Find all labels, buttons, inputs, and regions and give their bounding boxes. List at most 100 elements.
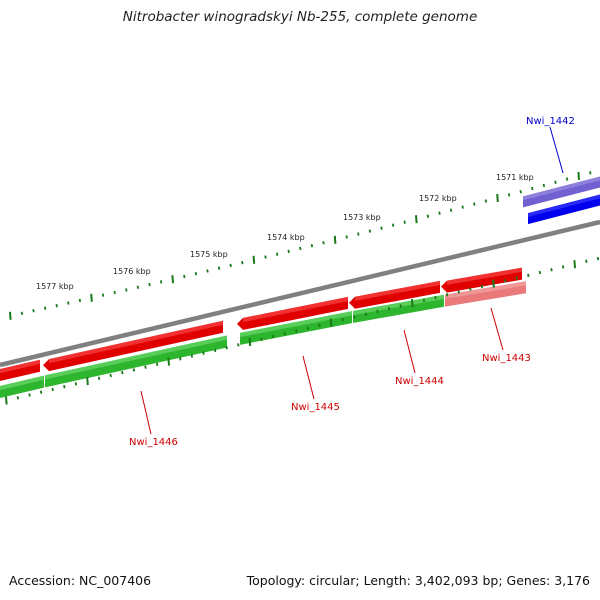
reverse-feature-track xyxy=(0,281,526,399)
inner-minor-tick xyxy=(190,354,194,358)
inner-minor-tick xyxy=(283,332,286,336)
outer-tick-track xyxy=(9,171,592,320)
inner-minor-tick xyxy=(295,329,298,333)
inner-minor-tick xyxy=(422,298,426,303)
kbp-label-1574: 1574 kbp xyxy=(267,233,305,242)
inner-minor-tick xyxy=(202,351,205,355)
outer-minor-tick xyxy=(554,180,557,184)
inner-major-tick xyxy=(573,260,576,269)
outer-minor-tick xyxy=(310,243,314,248)
outer-minor-tick xyxy=(368,229,372,233)
outer-major-tick xyxy=(171,275,174,284)
inner-minor-tick xyxy=(39,390,43,394)
inner-minor-tick xyxy=(132,368,136,372)
inner-minor-tick xyxy=(353,315,356,319)
gene-label-layer: Nwi_1442 Nwi_1443 Nwi_1444 Nwi_1445 Nwi_… xyxy=(129,116,575,448)
kbp-label-1576: 1576 kbp xyxy=(113,267,151,276)
outer-minor-tick xyxy=(148,282,151,287)
outer-minor-tick xyxy=(542,183,546,188)
inner-minor-tick xyxy=(538,270,542,275)
forward-gene-edge-segment-highlight xyxy=(0,359,40,374)
gene-leader-nwi-1443 xyxy=(490,307,504,351)
outer-minor-tick xyxy=(473,202,476,206)
gene-leader-nwi-1442 xyxy=(549,126,564,174)
kbp-label-layer: 1571 kbp 1572 kbp 1573 kbp 1574 kbp 1575… xyxy=(36,173,534,291)
inner-minor-tick xyxy=(585,259,588,264)
genome-title: Nitrobacter winogradskyi Nb-255, complet… xyxy=(122,9,478,25)
outer-major-tick xyxy=(577,171,580,181)
forward-feature-track xyxy=(0,267,522,382)
inner-major-tick xyxy=(248,338,252,347)
inner-minor-tick xyxy=(271,334,275,339)
feature-nwi-1442-lower-highlight xyxy=(528,194,600,217)
inner-major-tick xyxy=(492,279,495,288)
inner-minor-tick xyxy=(144,365,147,369)
inner-minor-tick xyxy=(306,326,310,330)
outer-major-tick xyxy=(333,235,337,244)
gene-label-nwi-1445[interactable]: Nwi_1445 xyxy=(291,402,340,413)
outer-minor-tick xyxy=(78,298,82,303)
inner-minor-tick xyxy=(445,293,449,297)
reverse-gene-nwi-1446-highlight xyxy=(45,335,227,380)
reverse-gene-nwi-1443-faded-highlight xyxy=(445,281,526,299)
outer-minor-tick xyxy=(345,235,348,239)
outer-minor-tick xyxy=(299,246,302,251)
gene-label-nwi-1442[interactable]: Nwi_1442 xyxy=(526,116,575,127)
gene-leader-nwi-1446 xyxy=(140,390,152,435)
inner-minor-tick xyxy=(109,373,112,378)
inner-major-tick xyxy=(411,299,414,308)
outer-minor-tick xyxy=(403,220,406,224)
outer-minor-tick xyxy=(55,303,58,308)
gene-label-nwi-1446[interactable]: Nwi_1446 xyxy=(129,437,178,448)
inner-minor-tick xyxy=(318,323,321,328)
genome-summary-text: Topology: circular; Length: 3,402,093 bp… xyxy=(246,573,590,588)
gene-leader-nwi-1444 xyxy=(403,329,416,374)
inner-minor-tick xyxy=(51,387,54,392)
kbp-label-1575: 1575 kbp xyxy=(190,250,228,259)
kbp-label-1573: 1573 kbp xyxy=(343,213,381,222)
kbp-label-1572: 1572 kbp xyxy=(419,194,457,203)
outer-minor-tick xyxy=(287,249,290,254)
inner-minor-tick xyxy=(503,279,507,283)
gene-label-nwi-1444[interactable]: Nwi_1444 xyxy=(395,376,444,387)
inner-minor-tick xyxy=(364,312,368,316)
outer-minor-tick xyxy=(589,171,592,175)
outer-minor-tick xyxy=(426,214,430,218)
outer-minor-tick xyxy=(449,208,453,212)
inner-major-tick xyxy=(329,318,333,327)
outer-minor-tick xyxy=(461,205,464,209)
inner-minor-tick xyxy=(376,309,379,314)
inner-minor-tick xyxy=(561,265,565,269)
outer-minor-tick xyxy=(101,293,105,297)
outer-minor-tick xyxy=(20,311,24,315)
outer-major-tick xyxy=(252,255,256,264)
inner-minor-tick xyxy=(155,362,159,367)
inner-minor-tick xyxy=(63,384,66,389)
outer-minor-tick xyxy=(159,280,163,284)
inner-minor-tick xyxy=(179,357,182,361)
outer-minor-tick xyxy=(229,263,232,268)
feature-nwi-1442-upper-highlight xyxy=(523,176,600,201)
inner-minor-tick xyxy=(480,284,484,289)
inner-tick-track xyxy=(5,256,600,405)
outer-minor-tick xyxy=(565,177,569,181)
outer-minor-tick xyxy=(136,285,140,289)
inner-minor-tick xyxy=(121,371,124,375)
gene-label-nwi-1443[interactable]: Nwi_1443 xyxy=(482,353,531,364)
outer-minor-tick xyxy=(322,241,325,245)
outer-minor-tick xyxy=(217,266,221,270)
forward-gene-nwi-1445-highlight xyxy=(243,296,348,323)
inner-minor-tick xyxy=(399,304,402,308)
outer-minor-tick xyxy=(264,255,267,259)
outer-minor-tick xyxy=(438,211,441,215)
genome-backbone xyxy=(0,219,600,368)
outer-minor-tick xyxy=(125,288,128,292)
outer-major-tick xyxy=(90,293,93,302)
kbp-label-1577: 1577 kbp xyxy=(36,282,74,291)
reverse-gene-nwi-1444-highlight xyxy=(353,294,444,316)
outer-minor-tick xyxy=(183,274,186,279)
inner-minor-tick xyxy=(434,295,437,300)
inner-minor-tick xyxy=(341,318,344,322)
inner-minor-tick xyxy=(596,256,600,261)
